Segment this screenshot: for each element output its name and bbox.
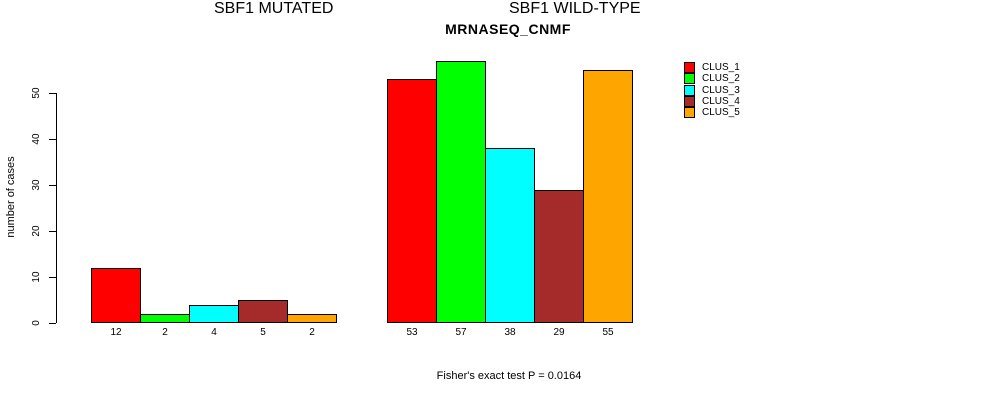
bar <box>91 267 141 323</box>
legend-swatch <box>684 84 695 96</box>
legend-swatch <box>684 96 695 108</box>
legend-item: CLUS_3 <box>684 84 740 96</box>
y-axis-tick-label: 40 <box>31 133 42 145</box>
y-axis-tick <box>49 276 56 278</box>
legend-item: CLUS_1 <box>684 62 740 74</box>
legend-item: CLUS_4 <box>684 96 740 108</box>
bar <box>534 189 584 323</box>
legend-label: CLUS_2 <box>702 73 740 85</box>
bar-value-label: 12 <box>110 327 122 338</box>
y-axis-line <box>56 93 57 323</box>
group-label-sbf1-wild-type: SBF1 WILD-TYPE <box>509 0 641 17</box>
bar <box>238 300 288 323</box>
bar-value-label: 4 <box>211 327 217 338</box>
legend-label: CLUS_5 <box>702 107 740 119</box>
y-axis-tick <box>49 184 56 186</box>
y-axis-tick-label: 0 <box>31 320 42 326</box>
bar-value-label: 55 <box>602 327 614 338</box>
legend-label: CLUS_4 <box>702 96 740 108</box>
bar-value-label: 29 <box>553 327 565 338</box>
bar-value-label: 2 <box>162 327 168 338</box>
y-axis-tick <box>49 92 56 94</box>
bar-value-label: 2 <box>309 327 315 338</box>
bar-value-label: 57 <box>455 327 467 338</box>
bar-value-label: 38 <box>504 327 516 338</box>
y-axis-tick-label: 50 <box>31 87 42 99</box>
y-axis-tick-label: 10 <box>31 271 42 283</box>
bar <box>485 148 535 323</box>
legend-label: CLUS_1 <box>702 62 740 74</box>
bar <box>189 304 239 323</box>
y-axis-label: number of cases <box>5 156 17 238</box>
y-axis-tick <box>49 230 56 232</box>
bar <box>140 313 190 323</box>
legend-item: CLUS_2 <box>684 73 740 85</box>
chart-title: MRNASEQ_CNMF <box>445 21 571 37</box>
y-axis-tick <box>49 322 56 324</box>
legend-swatch <box>684 62 695 74</box>
legend-swatch <box>684 73 695 85</box>
bar-value-label: 53 <box>406 327 418 338</box>
bar <box>583 70 633 323</box>
legend: CLUS_1 CLUS_2 CLUS_3 CLUS_4 CLUS_5 <box>684 62 740 119</box>
y-axis-tick-label: 30 <box>31 179 42 191</box>
legend-label: CLUS_3 <box>702 84 740 96</box>
bar <box>387 79 437 323</box>
bar-value-label: 5 <box>260 327 266 338</box>
group-label-sbf1-mutated: SBF1 MUTATED <box>214 0 334 17</box>
legend-item: CLUS_5 <box>684 107 740 119</box>
bar <box>436 60 486 323</box>
fisher-test-annotation: Fisher's exact test P = 0.0164 <box>436 370 582 382</box>
y-axis-tick <box>49 138 56 140</box>
bar <box>287 313 337 323</box>
legend-swatch <box>684 107 695 119</box>
y-axis-tick-label: 20 <box>31 225 42 237</box>
